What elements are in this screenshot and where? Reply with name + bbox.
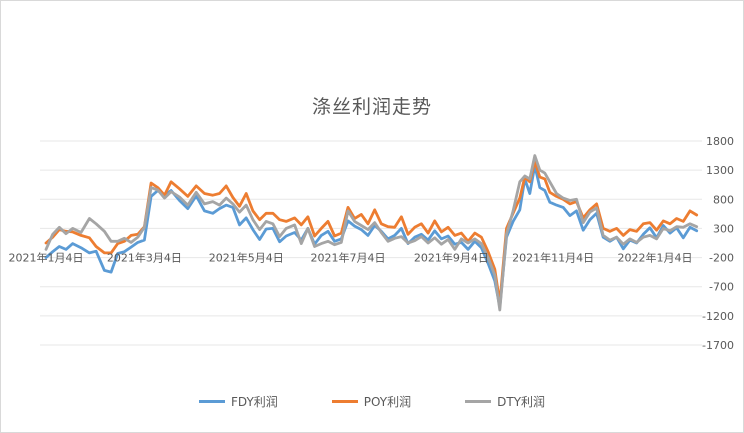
legend-item-dty[interactable]: DTY利润 <box>465 393 545 410</box>
chart-title: 涤丝利润走势 <box>311 96 432 118</box>
y-tick-label: 800 <box>713 193 734 206</box>
y-tick-label: 300 <box>713 222 734 235</box>
legend-swatch-fdy <box>198 400 225 403</box>
gridlines <box>40 140 702 346</box>
y-tick-label: -1200 <box>702 310 734 323</box>
x-tick-label: 2021年11月4日 <box>512 251 594 265</box>
series-line-POY利润 <box>44 160 699 305</box>
series-line-FDY利润 <box>44 164 699 309</box>
legend: FDY利润 POY利润 DTY利润 <box>0 393 744 410</box>
y-tick-label: -1700 <box>702 339 734 352</box>
legend-item-poy[interactable]: POY利润 <box>331 393 412 410</box>
legend-swatch-dty <box>465 400 492 403</box>
x-tick-label: 2021年5月4日 <box>209 251 284 265</box>
legend-label-fdy: FDY利润 <box>230 395 278 409</box>
y-tick-label: -700 <box>709 281 734 294</box>
y-tick-label: 1800 <box>706 135 734 148</box>
x-tick-label: 2021年1月4日 <box>9 251 84 265</box>
x-tick-label: 2022年1月4日 <box>617 251 692 265</box>
y-tick-label: 1300 <box>706 164 734 177</box>
x-tick-label: 2021年3月4日 <box>107 251 182 265</box>
legend-label-poy: POY利润 <box>363 395 412 409</box>
series-lines <box>44 154 699 312</box>
x-tick-label: 2021年7月4日 <box>310 251 385 265</box>
y-tick-label: -200 <box>709 252 734 265</box>
legend-item-fdy[interactable]: FDY利润 <box>198 393 278 410</box>
x-axis-ticks: 2021年1月4日 2021年3月4日 2021年5月4日 2021年7月4日 2021… <box>9 251 693 265</box>
legend-swatch-poy <box>331 400 358 403</box>
legend-label-dty: DTY利润 <box>497 395 546 409</box>
x-tick-label: 2021年9月4日 <box>414 251 489 265</box>
y-axis-ticks: 1800 1300 800 300 -200 -700 -1200 -1700 <box>702 135 734 352</box>
series-line-DTY利润 <box>44 154 699 312</box>
